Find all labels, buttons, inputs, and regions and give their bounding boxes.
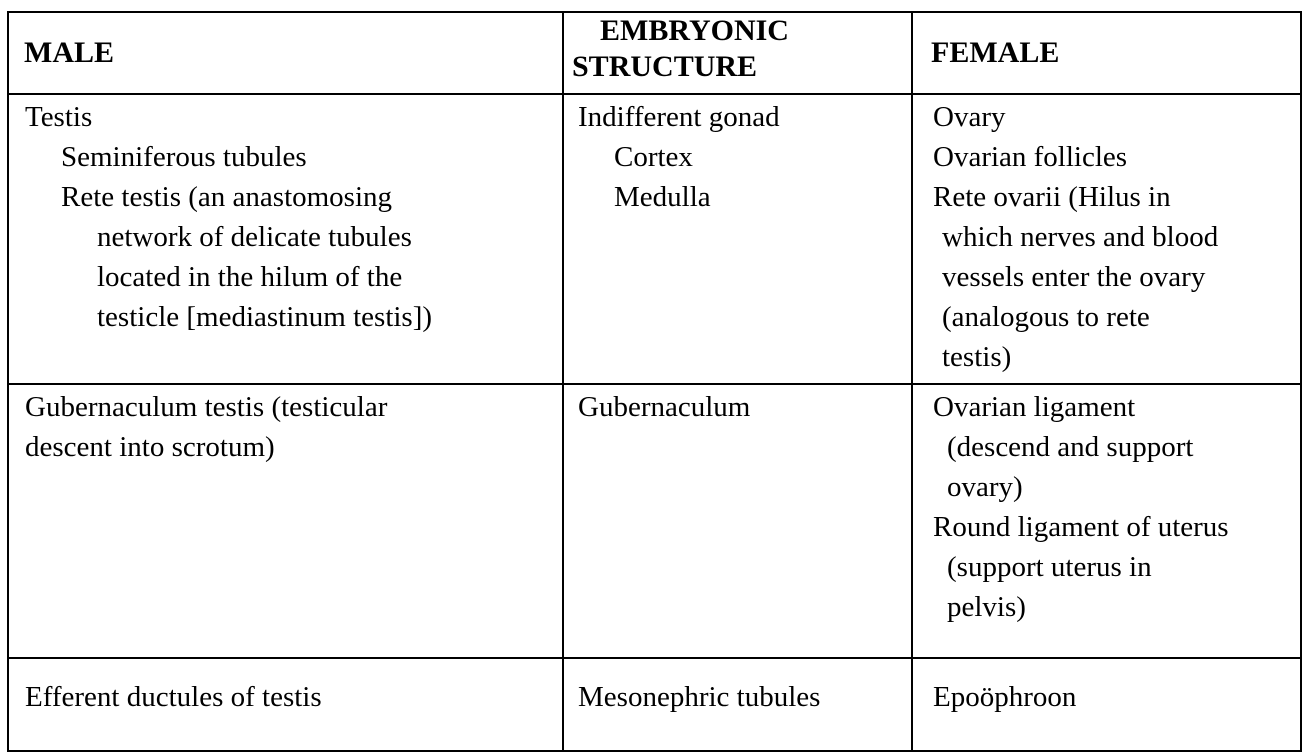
female-line: vessels enter the ovary <box>942 261 1206 293</box>
row-divider <box>9 93 1300 95</box>
cell-male-row3: Efferent ductules of testis <box>25 677 322 717</box>
male-line: testicle [mediastinum testis]) <box>97 301 433 333</box>
female-line: pelvis) <box>947 591 1026 623</box>
female-line: (descend and support <box>947 431 1194 463</box>
embryonic-line: Gubernaculum <box>578 391 751 423</box>
male-line: Testis <box>25 101 93 133</box>
female-line: Round ligament of uterus <box>933 511 1229 543</box>
male-line: Seminiferous tubules <box>61 141 307 173</box>
female-line: Ovarian ligament <box>933 391 1136 423</box>
cell-embryonic-row2: Gubernaculum <box>578 387 750 427</box>
male-line: network of delicate tubules <box>97 221 412 253</box>
male-line: Efferent ductules of testis <box>25 681 322 713</box>
female-line: (analogous to rete <box>942 301 1150 333</box>
header-embryonic-line2: STRUCTURE <box>572 50 758 83</box>
header-embryonic-structure: EMBRYONIC STRUCTURE <box>572 13 789 85</box>
female-line: Ovary <box>933 101 1006 133</box>
female-line: Epoöphroon <box>933 681 1077 713</box>
female-line: ovary) <box>947 471 1023 503</box>
homology-table: MALE EMBRYONIC STRUCTURE FEMALE Testis S… <box>7 11 1302 752</box>
male-line: Gubernaculum testis (testicular <box>25 391 388 423</box>
row-divider <box>9 383 1300 385</box>
cell-female-row1: Ovary Ovarian follicles Rete ovarii (Hil… <box>933 97 1218 377</box>
female-line: testis) <box>942 341 1012 373</box>
header-embryonic-line1: EMBRYONIC <box>600 14 789 47</box>
female-line: Ovarian follicles <box>933 141 1128 173</box>
cell-male-row1: Testis Seminiferous tubules Rete testis … <box>25 97 432 337</box>
cell-female-row3: Epoöphroon <box>933 677 1076 717</box>
male-line: descent into scrotum) <box>25 431 275 463</box>
cell-male-row2: Gubernaculum testis (testicular descent … <box>25 387 387 467</box>
column-divider <box>562 13 564 750</box>
embryonic-line: Medulla <box>614 181 711 213</box>
cell-female-row2: Ovarian ligament (descend and support ov… <box>933 387 1229 627</box>
header-male: MALE <box>24 36 114 69</box>
embryonic-line: Indifferent gonad <box>578 101 780 133</box>
female-line: (support uterus in <box>947 551 1152 583</box>
row-divider <box>9 657 1300 659</box>
cell-embryonic-row1: Indifferent gonad Cortex Medulla <box>578 97 780 217</box>
female-line: Rete ovarii (Hilus in <box>933 181 1171 213</box>
female-line: which nerves and blood <box>942 221 1219 253</box>
cell-embryonic-row3: Mesonephric tubules <box>578 677 820 717</box>
header-female: FEMALE <box>931 36 1060 69</box>
male-line: located in the hilum of the <box>97 261 403 293</box>
embryonic-line: Mesonephric tubules <box>578 681 821 713</box>
column-divider <box>911 13 913 750</box>
male-line: Rete testis (an anastomosing <box>61 181 393 213</box>
embryonic-line: Cortex <box>614 141 693 173</box>
